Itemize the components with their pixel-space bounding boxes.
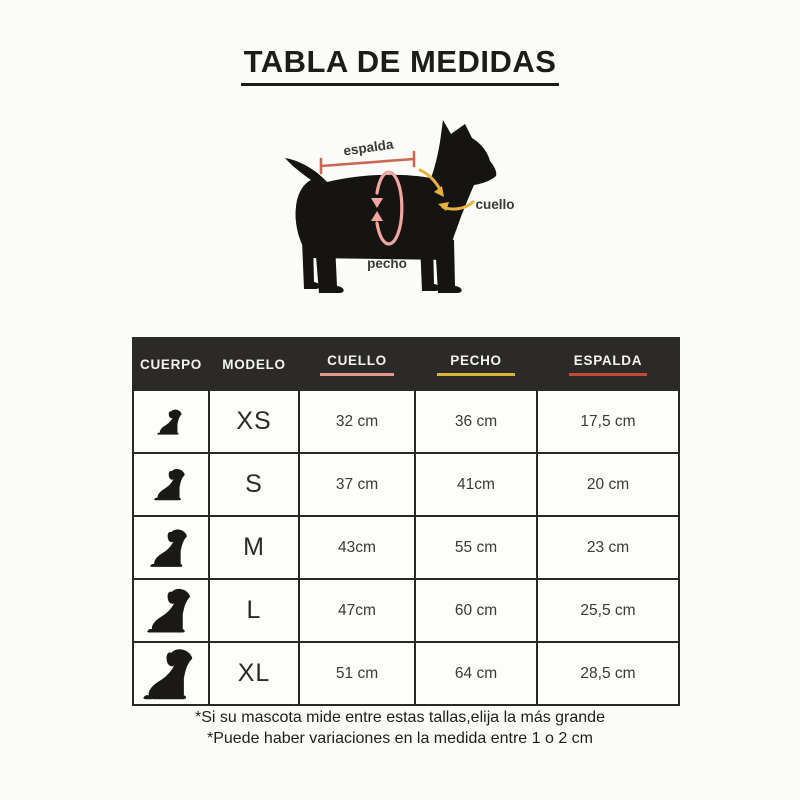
espalda-cell: 28,5 cm [536,641,680,706]
espalda-cell: 17,5 cm [536,389,680,454]
espalda-cell: 25,5 cm [536,578,680,643]
cuerpo-cell [132,641,210,706]
pecho-cell: 55 cm [414,515,538,580]
dog-diagram-svg: espalda cuello pecho [285,120,515,293]
sitting-dog-icon [150,527,192,569]
header-cuerpo: CUERPO [132,337,210,391]
espalda-underline [569,372,647,376]
pecho-underline [437,372,515,376]
sitting-dog-icon [147,586,196,635]
header-pecho: PECHO [414,337,538,391]
dog-measurement-diagram: espalda cuello pecho [277,112,527,304]
page-title-text: TABLA DE MEDIDAS [240,44,560,86]
footnotes: *Si su mascota mide entre estas tallas,e… [0,707,800,749]
sitting-dog-icon [143,646,199,702]
table-row-s: S 37 cm 41cm 20 cm [132,452,680,517]
cuello-arrow [418,168,475,211]
cuello-label: cuello [475,197,514,212]
footnote-line: *Si su mascota mide entre estas tallas,e… [195,709,605,726]
footnote-line: *Puede haber variaciones en la medida en… [206,730,593,747]
modelo-cell: M [208,515,300,580]
cuello-cell: 43cm [298,515,416,580]
page-title: TABLA DE MEDIDAS [0,44,800,86]
espalda-cell: 23 cm [536,515,680,580]
cuello-cell: 51 cm [298,641,416,706]
pecho-cell: 60 cm [414,578,538,643]
pecho-label: pecho [367,256,407,271]
espalda-measure-line [319,150,416,175]
cuerpo-cell [132,389,210,454]
pecho-arrow [371,170,404,246]
modelo-cell: L [208,578,300,643]
modelo-cell: XS [208,389,300,454]
sitting-dog-icon [154,467,189,502]
header-espalda: ESPALDA [536,337,680,391]
standing-dog-icon [285,120,497,293]
header-cuello: CUELLO [298,337,416,391]
cuello-cell: 32 cm [298,389,416,454]
cuerpo-cell [132,452,210,517]
espalda-label: espalda [342,137,394,159]
cuello-cell: 47cm [298,578,416,643]
cuello-cell: 37 cm [298,452,416,517]
pecho-cell: 41cm [414,452,538,517]
table-row-xs: XS 32 cm 36 cm 17,5 cm [132,389,680,454]
table-row-l: L 47cm 60 cm 25,5 cm [132,578,680,643]
pecho-cell: 64 cm [414,641,538,706]
header-modelo: MODELO [208,337,300,391]
cuello-underline [320,372,394,376]
espalda-cell: 20 cm [536,452,680,517]
cuerpo-cell [132,515,210,580]
sitting-dog-icon [157,408,185,436]
size-table-header-row: CUERPO MODELO CUELLO PECHO ESPALDA [132,337,680,391]
modelo-cell: XL [208,641,300,706]
size-table: CUERPO MODELO CUELLO PECHO ESPALDA [132,337,680,706]
pecho-cell: 36 cm [414,389,538,454]
cuerpo-cell [132,578,210,643]
modelo-cell: S [208,452,300,517]
table-row-xl: XL 51 cm 64 cm 28,5 cm [132,641,680,706]
table-row-m: M 43cm 55 cm 23 cm [132,515,680,580]
